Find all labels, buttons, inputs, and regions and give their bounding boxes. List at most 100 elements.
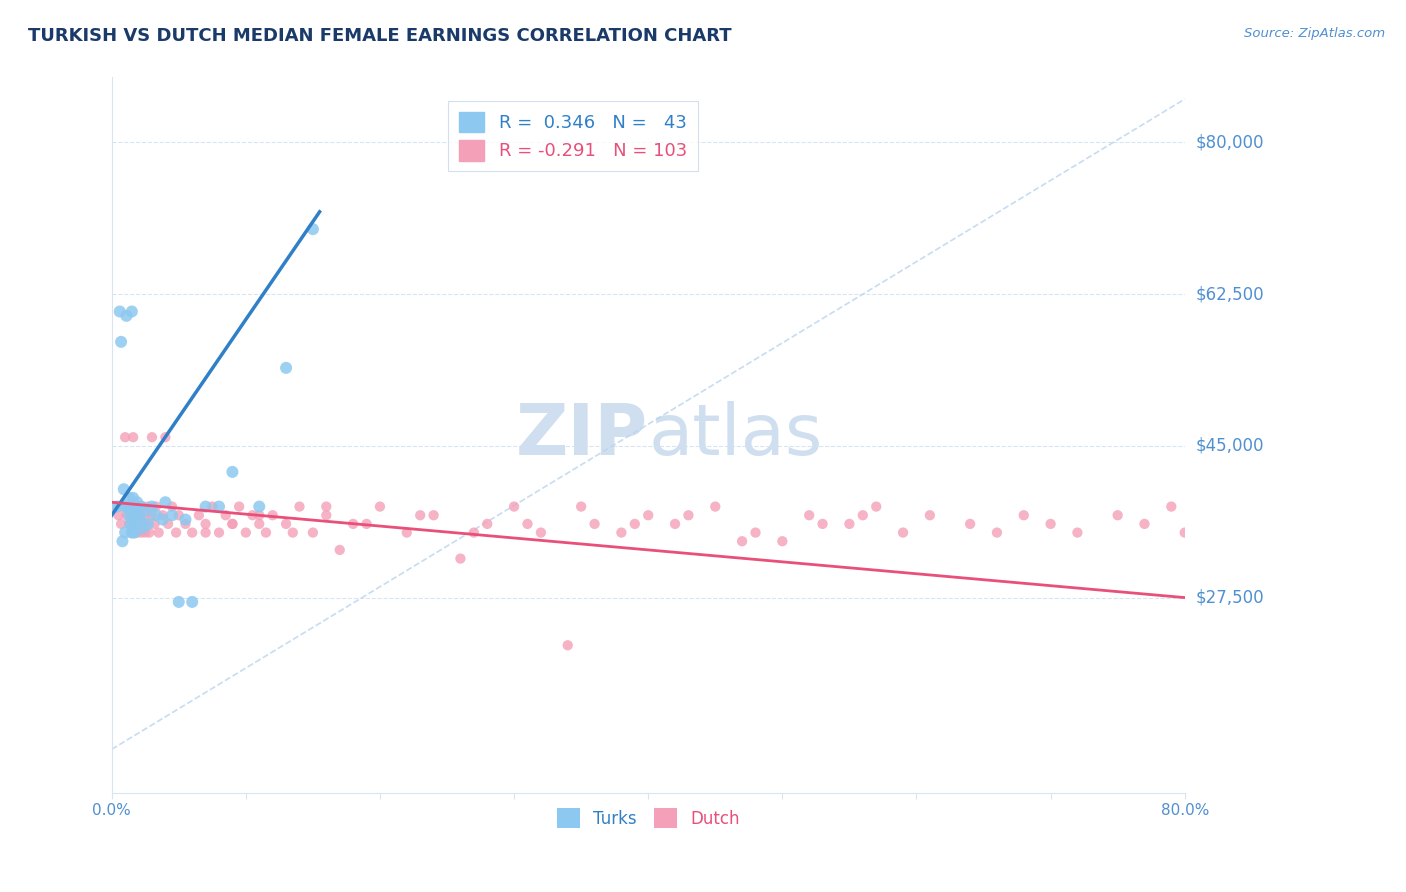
Point bbox=[129, 525, 152, 540]
Point bbox=[194, 525, 217, 540]
Point bbox=[194, 516, 217, 531]
Point bbox=[114, 525, 136, 540]
Point bbox=[274, 360, 297, 375]
Point bbox=[208, 525, 231, 540]
Point bbox=[254, 525, 277, 540]
Point bbox=[1066, 525, 1088, 540]
Point bbox=[637, 508, 659, 523]
Point bbox=[145, 500, 167, 514]
Point bbox=[118, 491, 141, 505]
Point bbox=[125, 516, 148, 531]
Point bbox=[503, 500, 526, 514]
Point bbox=[110, 334, 132, 349]
Point bbox=[128, 500, 150, 514]
Text: $27,500: $27,500 bbox=[1197, 589, 1264, 607]
Point bbox=[120, 500, 142, 514]
Point bbox=[215, 508, 238, 523]
Text: Source: ZipAtlas.com: Source: ZipAtlas.com bbox=[1244, 27, 1385, 40]
Point bbox=[315, 508, 337, 523]
Point bbox=[865, 500, 887, 514]
Point bbox=[852, 508, 875, 523]
Point bbox=[141, 508, 163, 523]
Point bbox=[167, 508, 190, 523]
Point bbox=[288, 500, 311, 514]
Point bbox=[329, 542, 352, 557]
Point bbox=[1133, 516, 1156, 531]
Point bbox=[201, 500, 224, 514]
Point bbox=[770, 534, 793, 549]
Point bbox=[174, 516, 197, 531]
Point bbox=[194, 500, 217, 514]
Point bbox=[160, 500, 183, 514]
Point bbox=[114, 430, 136, 444]
Point bbox=[143, 516, 166, 531]
Text: $62,500: $62,500 bbox=[1197, 285, 1264, 303]
Point bbox=[121, 304, 143, 318]
Point bbox=[148, 525, 170, 540]
Point bbox=[247, 500, 270, 514]
Point bbox=[122, 508, 145, 523]
Point bbox=[422, 508, 444, 523]
Point bbox=[125, 516, 148, 531]
Point bbox=[114, 500, 136, 514]
Point bbox=[247, 516, 270, 531]
Point bbox=[132, 516, 155, 531]
Point bbox=[124, 500, 146, 514]
Point bbox=[136, 500, 159, 514]
Point bbox=[120, 508, 142, 523]
Point bbox=[530, 525, 553, 540]
Point bbox=[1160, 500, 1182, 514]
Point bbox=[165, 525, 187, 540]
Point bbox=[115, 309, 138, 323]
Point bbox=[111, 534, 134, 549]
Point bbox=[134, 508, 156, 523]
Point bbox=[167, 595, 190, 609]
Point bbox=[678, 508, 700, 523]
Point bbox=[131, 521, 153, 535]
Point bbox=[569, 500, 592, 514]
Point bbox=[105, 500, 128, 514]
Point bbox=[127, 525, 149, 540]
Point bbox=[1174, 525, 1197, 540]
Point bbox=[986, 525, 1008, 540]
Point bbox=[110, 516, 132, 531]
Point bbox=[155, 495, 177, 509]
Point bbox=[1107, 508, 1129, 523]
Point bbox=[118, 508, 141, 523]
Point bbox=[117, 500, 139, 514]
Point bbox=[731, 534, 754, 549]
Point bbox=[623, 516, 645, 531]
Text: $45,000: $45,000 bbox=[1197, 437, 1264, 455]
Point bbox=[811, 516, 834, 531]
Point bbox=[315, 500, 337, 514]
Point bbox=[228, 500, 250, 514]
Point bbox=[124, 508, 146, 523]
Point bbox=[1039, 516, 1062, 531]
Point bbox=[155, 430, 177, 444]
Point bbox=[118, 516, 141, 531]
Point bbox=[368, 500, 391, 514]
Point bbox=[281, 525, 304, 540]
Point bbox=[135, 516, 157, 531]
Point bbox=[477, 516, 499, 531]
Point bbox=[128, 508, 150, 523]
Point bbox=[131, 500, 153, 514]
Point bbox=[136, 516, 159, 531]
Point bbox=[395, 525, 418, 540]
Point bbox=[174, 512, 197, 526]
Point bbox=[129, 500, 152, 514]
Point bbox=[242, 508, 264, 523]
Point bbox=[121, 500, 143, 514]
Point bbox=[181, 595, 204, 609]
Point bbox=[128, 516, 150, 531]
Point bbox=[152, 512, 174, 526]
Point bbox=[187, 508, 209, 523]
Point bbox=[128, 508, 150, 523]
Point bbox=[145, 508, 167, 523]
Point bbox=[1012, 508, 1035, 523]
Point bbox=[744, 525, 766, 540]
Point bbox=[302, 222, 325, 236]
Point bbox=[117, 500, 139, 514]
Point bbox=[125, 500, 148, 514]
Point bbox=[107, 508, 129, 523]
